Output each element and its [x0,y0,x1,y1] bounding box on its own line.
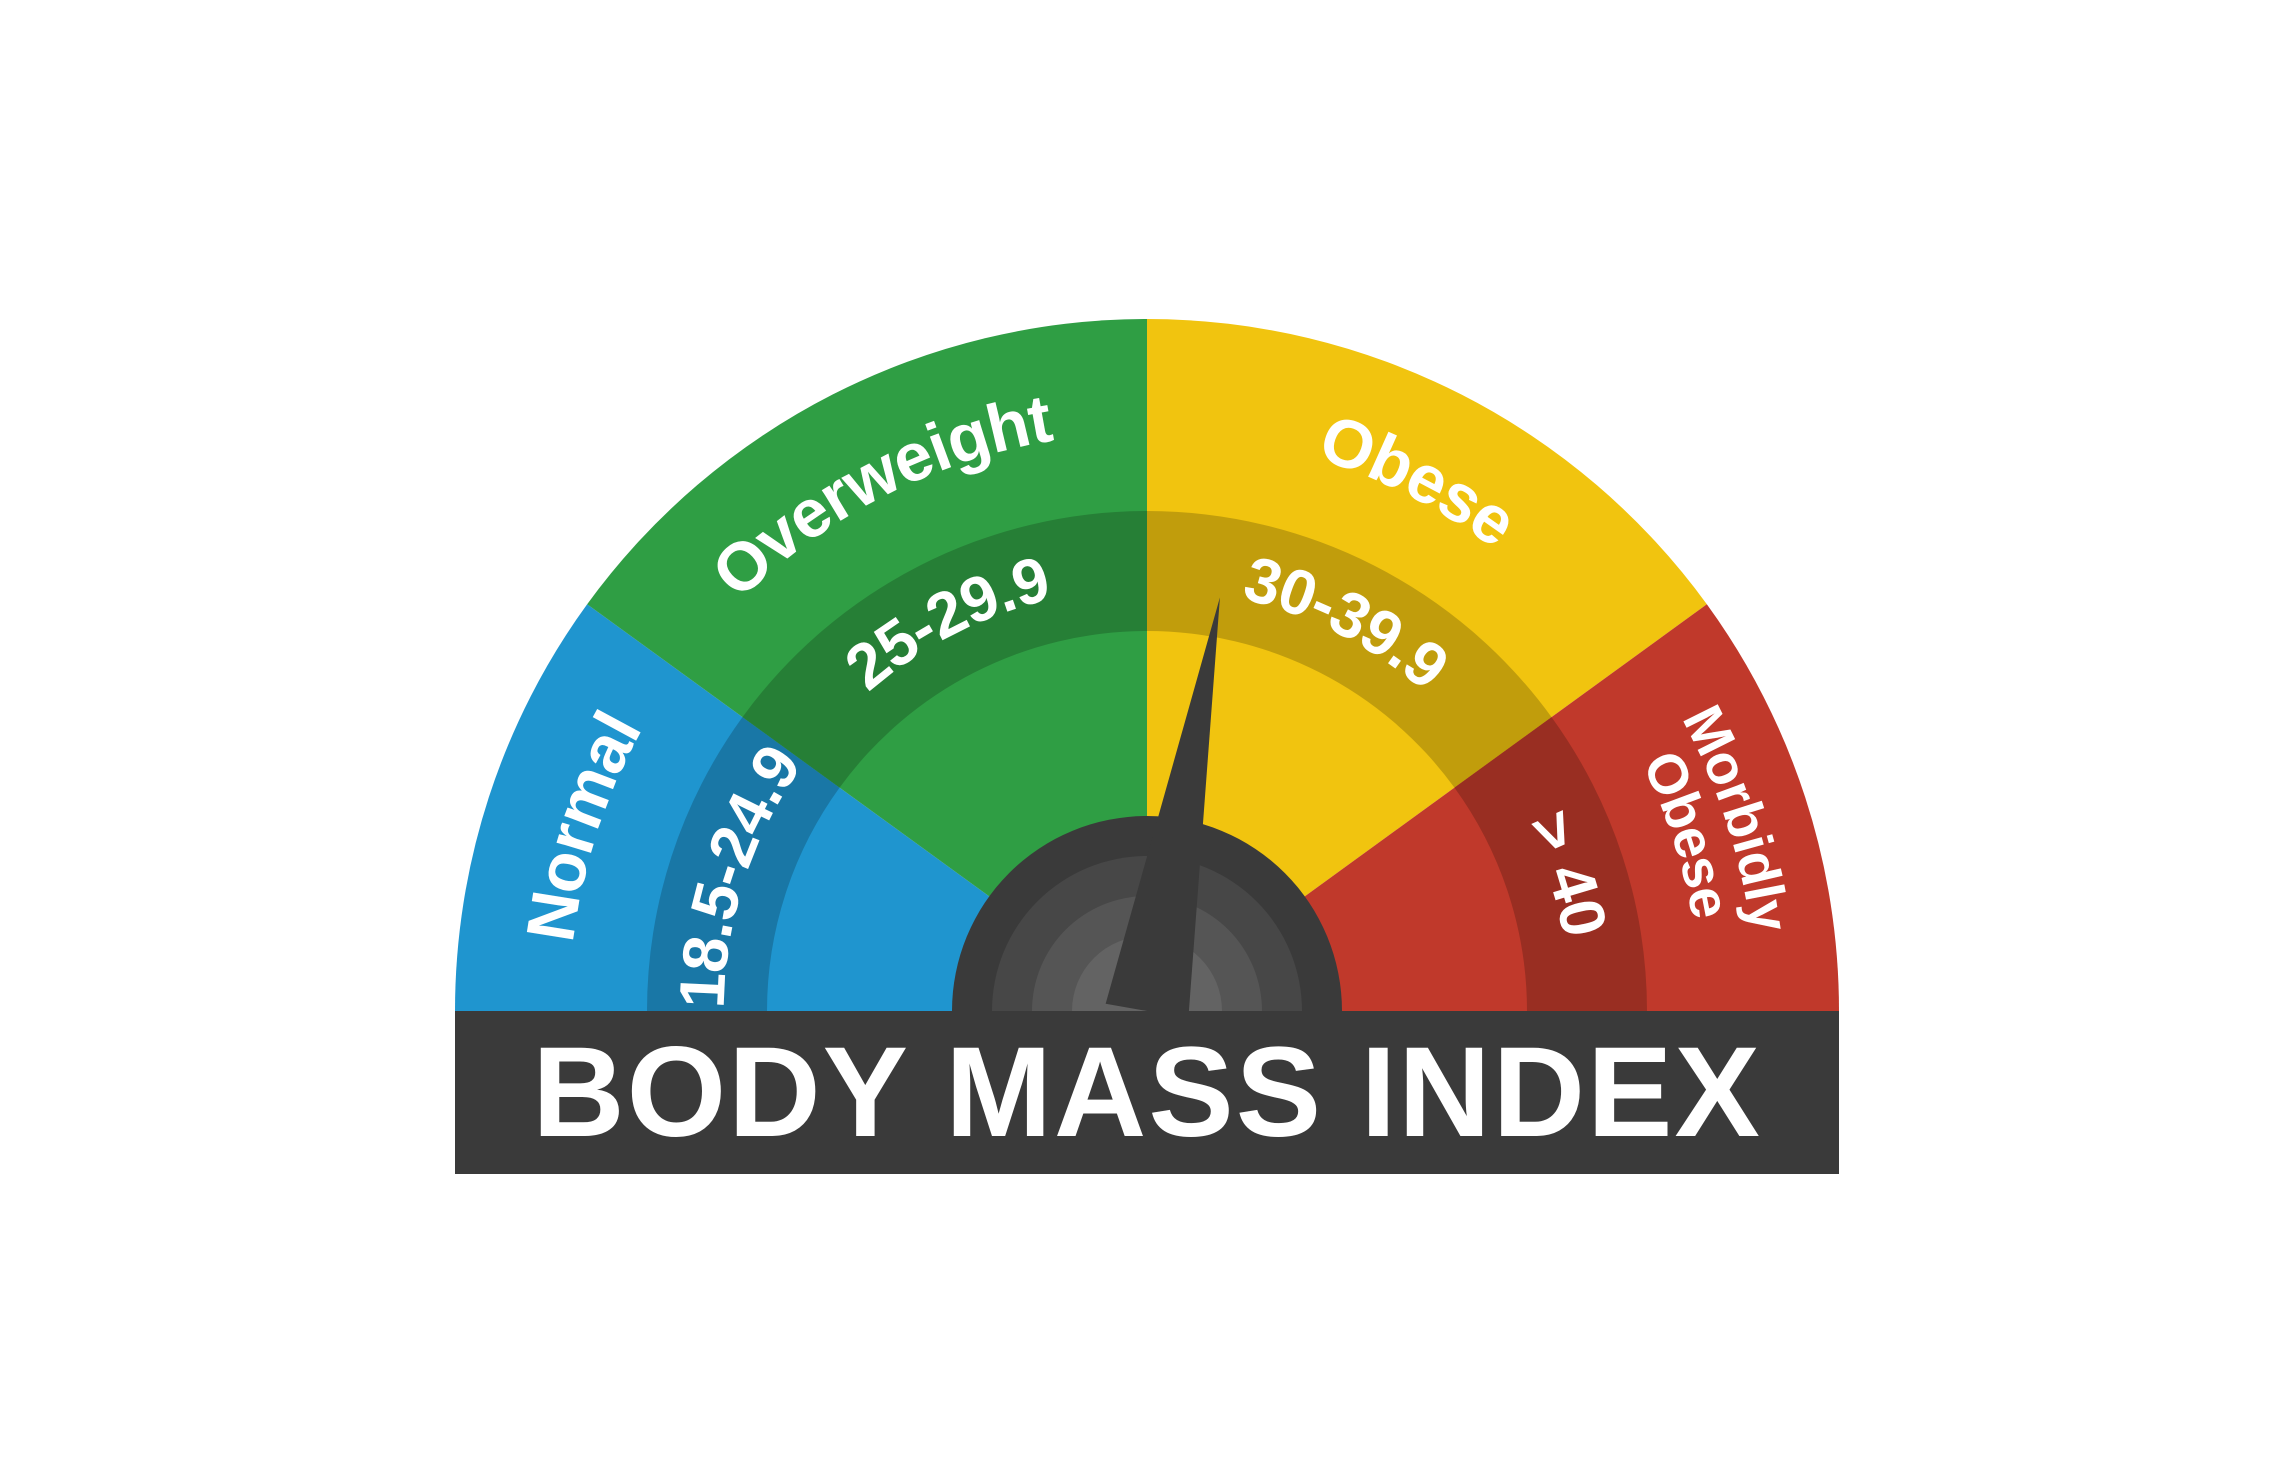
chart-title: BODY MASS INDEX [532,1021,1762,1164]
gauge-svg: NormalOverweightObeseMorbidlyObese18.5-2… [455,296,1839,1174]
bmi-gauge-chart: NormalOverweightObeseMorbidlyObese18.5-2… [455,296,1839,1174]
